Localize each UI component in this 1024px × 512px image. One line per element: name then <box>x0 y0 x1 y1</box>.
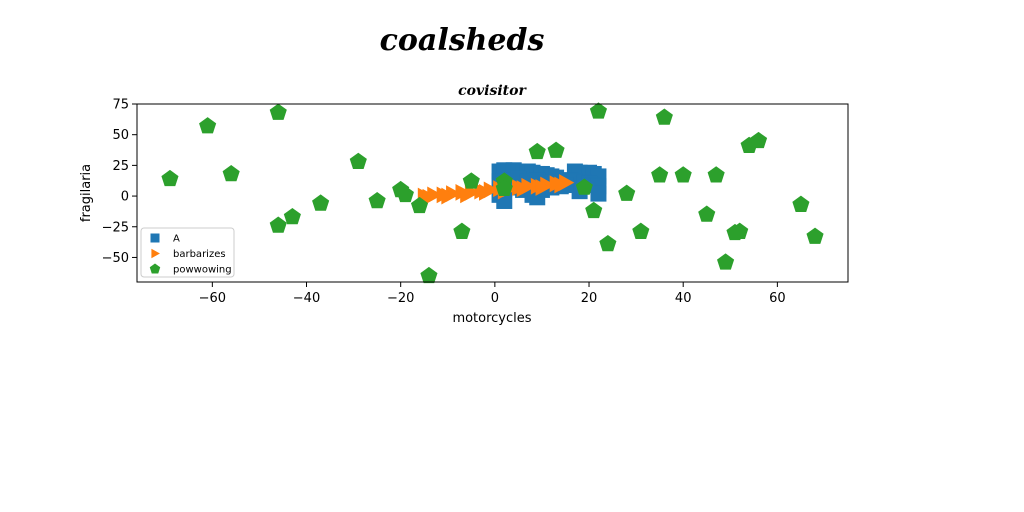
y-tick-label: 75 <box>112 98 129 113</box>
point-powwowing-32 <box>731 222 749 239</box>
point-powwowing-17 <box>528 142 546 160</box>
point-barbarizes-16 <box>422 188 438 206</box>
x-tick-label: 20 <box>581 291 598 306</box>
point-powwowing-25 <box>651 166 669 183</box>
point-powwowing-12 <box>420 266 438 284</box>
point-powwowing-30 <box>717 253 735 270</box>
point-powwowing-11 <box>410 196 429 214</box>
point-A-41 <box>590 185 607 202</box>
x-tick-label: −40 <box>293 291 320 306</box>
point-powwowing-20 <box>585 201 603 219</box>
point-powwowing-2 <box>161 169 179 187</box>
point-powwowing-3 <box>222 164 240 182</box>
point-powwowing-1 <box>199 117 217 134</box>
y-axis: −50 −25 0 25 50 75 <box>102 98 137 266</box>
point-powwowing-10 <box>396 185 414 203</box>
point-powwowing-28 <box>698 205 716 222</box>
point-powwowing-29 <box>707 166 725 183</box>
plot-frame <box>136 103 849 283</box>
point-powwowing-22 <box>599 234 617 252</box>
x-tick-label: 40 <box>675 291 692 306</box>
point-powwowing-4 <box>269 216 287 233</box>
legend-symbol-powwowing <box>149 263 161 274</box>
plot-area <box>136 102 849 284</box>
x-tick-label: 60 <box>769 291 786 306</box>
point-barbarizes-22 <box>535 179 551 196</box>
legend-label-A: A <box>173 234 180 245</box>
point-powwowing-0 <box>269 103 287 120</box>
point-powwowing-8 <box>368 191 386 209</box>
point-powwowing-13 <box>453 222 471 239</box>
y-tick-label: 50 <box>112 128 129 143</box>
legend-frame <box>140 227 235 278</box>
point-powwowing-36 <box>806 227 824 244</box>
point-barbarizes-23 <box>554 176 570 194</box>
point-powwowing-14 <box>462 172 480 189</box>
point-barbarizes-21 <box>516 180 532 198</box>
x-tick-label: 0 <box>491 291 499 306</box>
x-axis-label: motorcycles <box>452 311 531 326</box>
point-powwowing-34 <box>749 131 768 149</box>
point-powwowing-24 <box>632 222 650 239</box>
y-tick-label: 0 <box>121 190 129 205</box>
point-powwowing-35 <box>792 195 810 212</box>
point-powwowing-21 <box>589 102 608 119</box>
point-powwowing-16 <box>495 179 513 196</box>
data-markers <box>161 102 824 284</box>
figure-title: coalsheds <box>380 23 545 58</box>
y-tick-label: −25 <box>102 220 129 235</box>
point-barbarizes-17 <box>441 187 457 205</box>
x-tick-label: −60 <box>199 291 226 306</box>
point-powwowing-5 <box>283 207 301 225</box>
y-tick-label: −50 <box>102 251 129 266</box>
point-powwowing-19 <box>575 178 593 195</box>
point-powwowing-23 <box>618 184 636 201</box>
legend-label-powwowing: powwowing <box>173 265 232 276</box>
x-axis: −60 −40 −20 0 20 40 60 <box>199 282 786 306</box>
point-powwowing-18 <box>547 141 565 158</box>
chart-title: covisitor <box>458 83 527 99</box>
point-powwowing-26 <box>655 108 673 125</box>
point-powwowing-27 <box>674 166 692 183</box>
y-tick-label: 25 <box>112 159 129 174</box>
x-tick-label: −20 <box>387 291 414 306</box>
point-barbarizes-18 <box>460 186 476 204</box>
point-powwowing-7 <box>349 152 367 169</box>
legend-label-barbarizes: barbarizes <box>173 249 226 260</box>
point-barbarizes-19 <box>479 183 495 201</box>
y-axis-label: fragilaria <box>79 164 94 222</box>
point-powwowing-6 <box>312 194 330 211</box>
legend-symbol-A <box>150 233 160 243</box>
legend-symbol-barbarizes <box>151 248 160 259</box>
